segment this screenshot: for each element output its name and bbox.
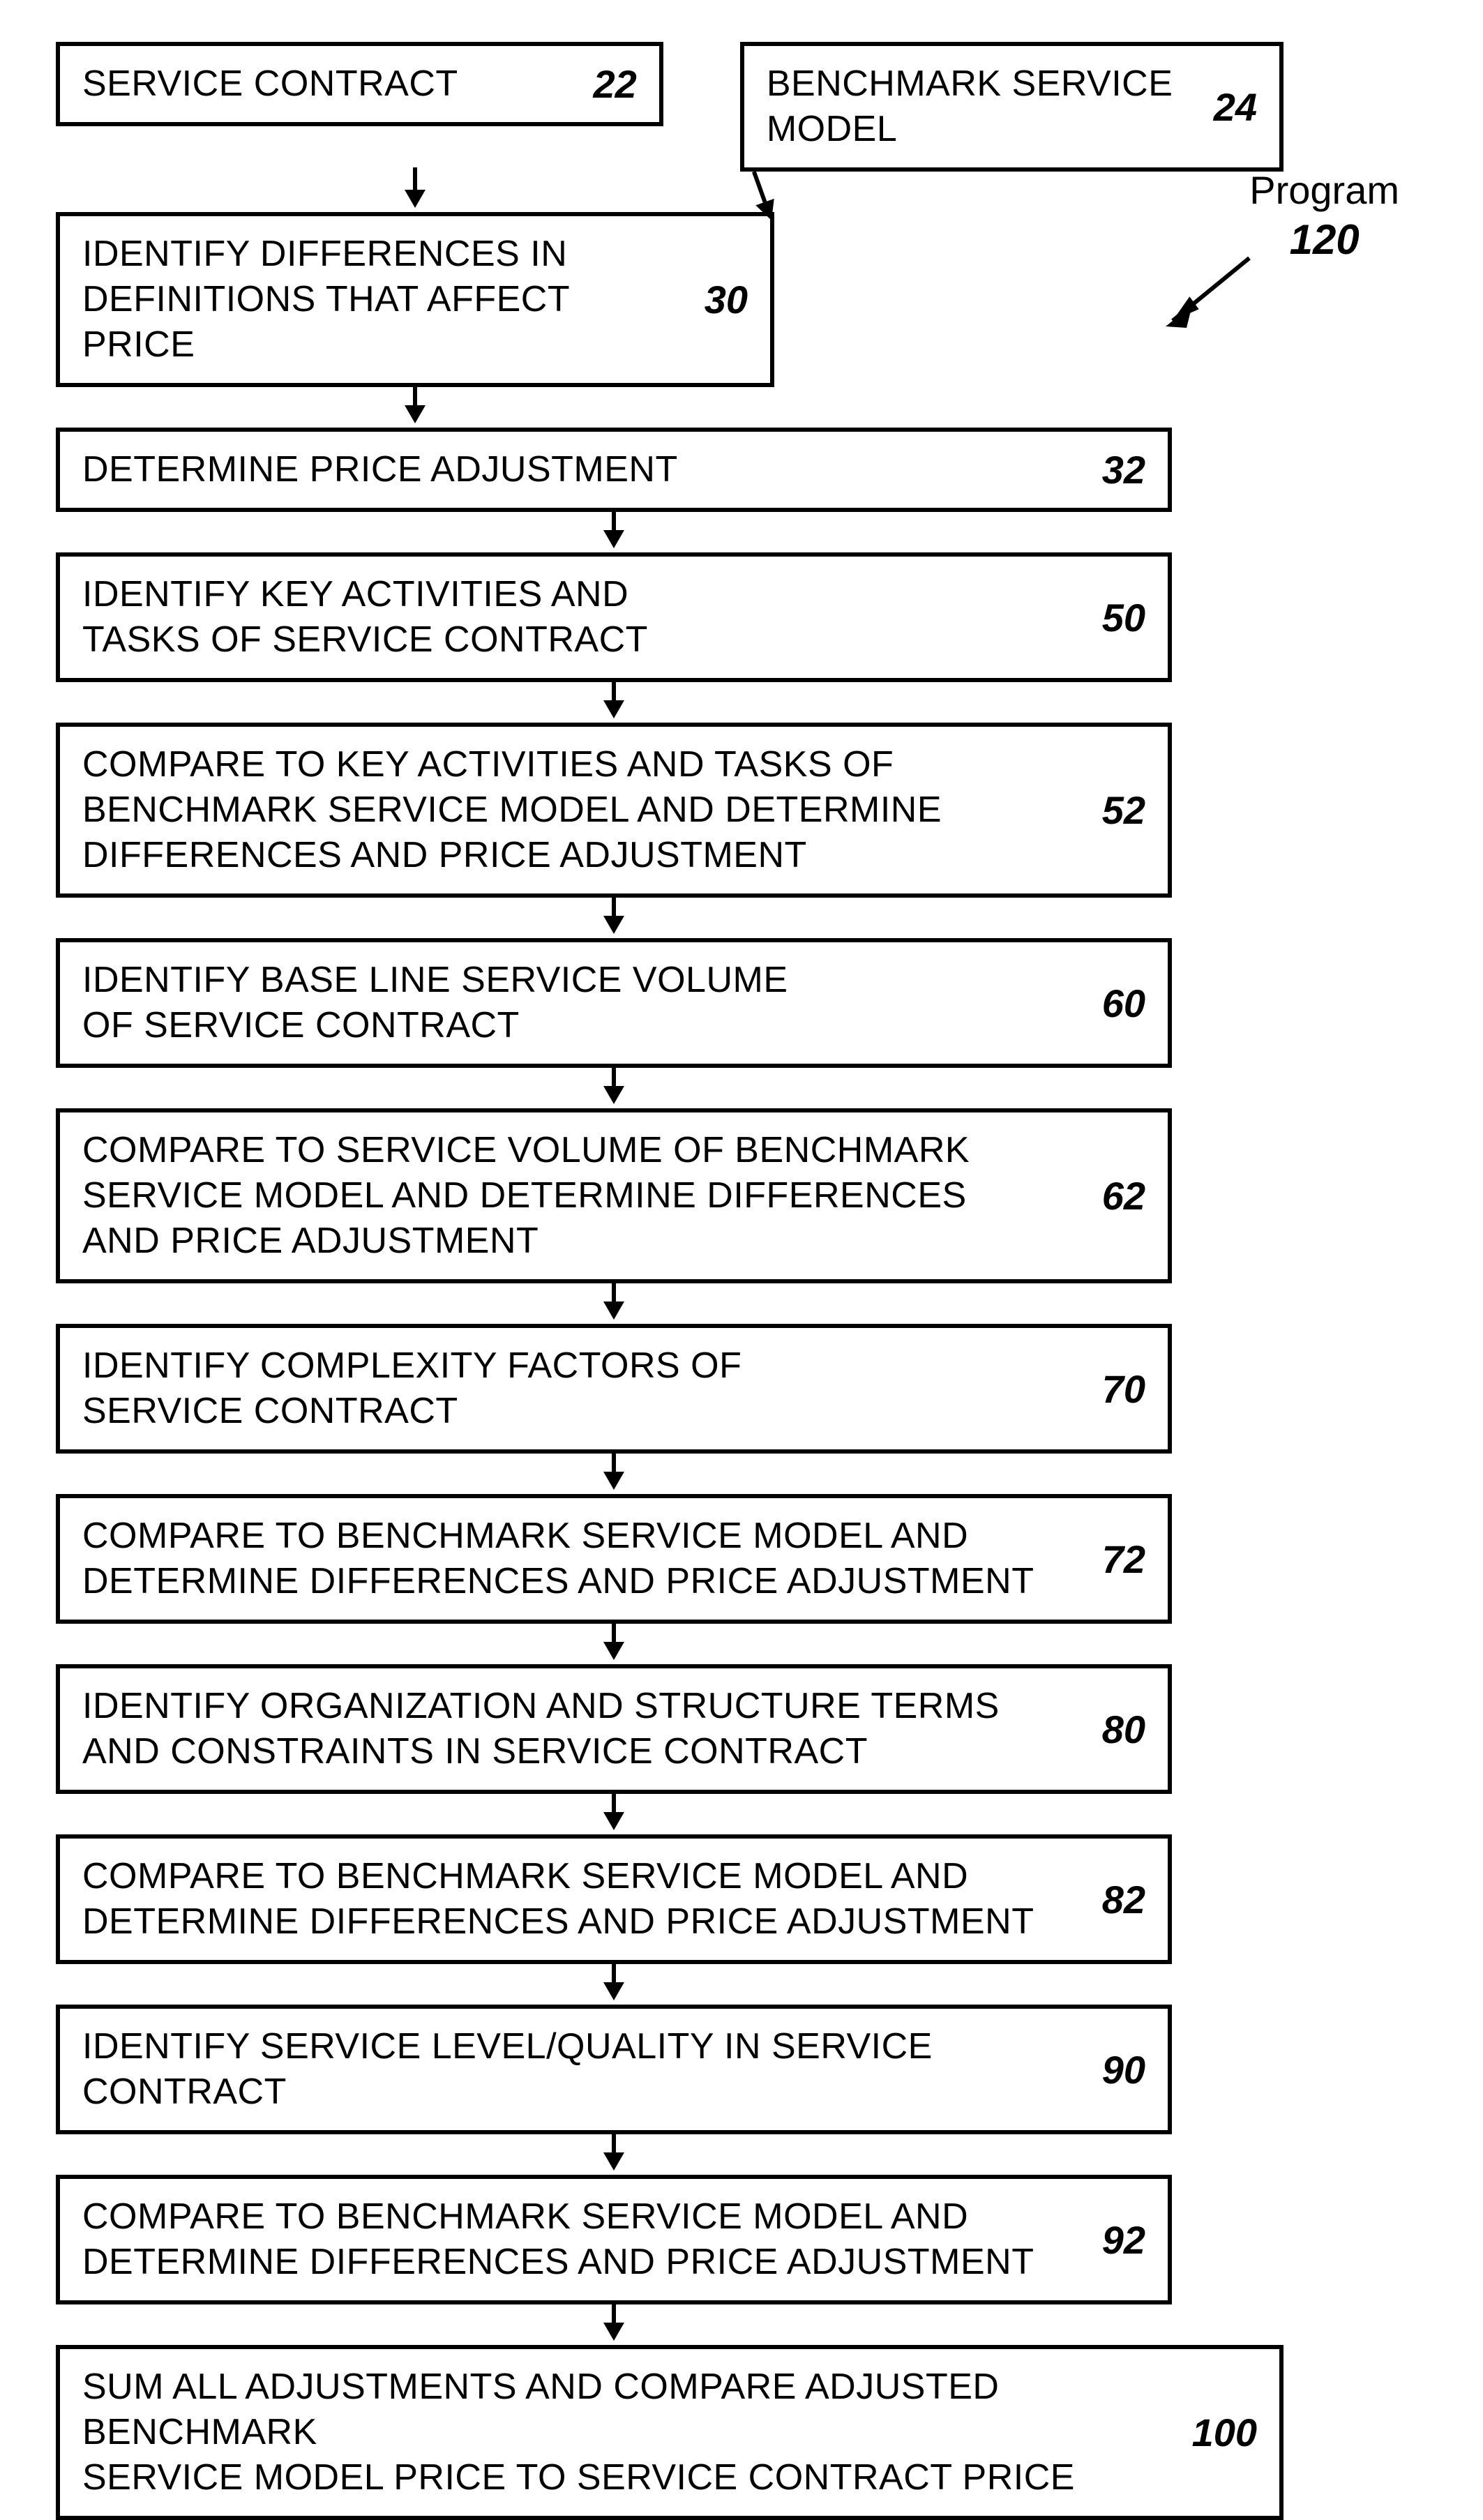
node-number: 80 — [1102, 1707, 1145, 1752]
node-step-92: COMPARE TO BENCHMARK SERVICE MODEL AND D… — [56, 2175, 1172, 2304]
steps-column: IDENTIFY DIFFERENCES IN DEFINITIONS THAT… — [56, 212, 1283, 2520]
node-step-30: IDENTIFY DIFFERENCES IN DEFINITIONS THAT… — [56, 212, 774, 387]
arrow — [56, 172, 774, 212]
node-number: 24 — [1214, 84, 1257, 130]
node-step-50: IDENTIFY KEY ACTIVITIES AND TASKS OF SER… — [56, 552, 1172, 682]
arrow-icon — [56, 1620, 1172, 1668]
node-step-82: COMPARE TO BENCHMARK SERVICE MODEL AND D… — [56, 1834, 1172, 1964]
arrow-icon — [56, 1960, 1172, 2009]
node-number: 32 — [1102, 447, 1145, 492]
node-step-72: COMPARE TO BENCHMARK SERVICE MODEL AND D… — [56, 1494, 1172, 1624]
node-label: IDENTIFY ORGANIZATION AND STRUCTURE TERM… — [82, 1684, 1000, 1774]
node-step-100: SUM ALL ADJUSTMENTS AND COMPARE ADJUSTED… — [56, 2345, 1283, 2520]
arrow — [56, 682, 1172, 723]
node-label: IDENTIFY KEY ACTIVITIES AND TASKS OF SER… — [82, 572, 648, 663]
node-label: DETERMINE PRICE ADJUSTMENT — [82, 447, 678, 492]
arrow — [56, 1794, 1172, 1834]
node-number: 60 — [1102, 981, 1145, 1026]
node-label: IDENTIFY BASE LINE SERVICE VOLUME OF SER… — [82, 958, 788, 1048]
node-label: SERVICE CONTRACT — [82, 61, 458, 107]
node-label: COMPARE TO KEY ACTIVITIES AND TASKS OF B… — [82, 742, 942, 878]
arrow — [56, 1283, 1172, 1324]
arrow — [56, 2304, 1172, 2345]
arrow-icon — [56, 167, 774, 216]
node-number: 72 — [1102, 1537, 1145, 1582]
node-number: 82 — [1102, 1877, 1145, 1922]
node-number: 62 — [1102, 1173, 1145, 1218]
top-row: SERVICE CONTRACT 22 BENCHMARK SERVICE MO… — [56, 42, 1283, 172]
flowchart: SERVICE CONTRACT 22 BENCHMARK SERVICE MO… — [56, 42, 1283, 2520]
arrow-icon — [56, 508, 1172, 557]
arrow-icon — [56, 2300, 1172, 2349]
node-number: 92 — [1102, 2217, 1145, 2263]
node-step-60: IDENTIFY BASE LINE SERVICE VOLUME OF SER… — [56, 938, 1172, 1068]
arrow — [56, 387, 774, 428]
arrow-icon — [56, 1279, 1172, 1328]
node-step-52: COMPARE TO KEY ACTIVITIES AND TASKS OF B… — [56, 723, 1172, 898]
arrow — [56, 512, 1172, 552]
node-step-70: IDENTIFY COMPLEXITY FACTORS OF SERVICE C… — [56, 1324, 1172, 1454]
node-step-80: IDENTIFY ORGANIZATION AND STRUCTURE TERM… — [56, 1664, 1172, 1794]
node-label: IDENTIFY DIFFERENCES IN DEFINITIONS THAT… — [82, 232, 685, 368]
node-step-62: COMPARE TO SERVICE VOLUME OF BENCHMARK S… — [56, 1108, 1172, 1283]
node-number: 50 — [1102, 595, 1145, 640]
node-label: BENCHMARK SERVICE MODEL — [767, 61, 1179, 152]
arrow-icon — [56, 2130, 1172, 2179]
node-service-contract: SERVICE CONTRACT 22 — [56, 42, 663, 126]
node-label: SUM ALL ADJUSTMENTS AND COMPARE ADJUSTED… — [82, 2364, 1173, 2500]
node-label: COMPARE TO SERVICE VOLUME OF BENCHMARK S… — [82, 1128, 970, 1264]
arrow — [56, 1454, 1172, 1494]
node-number: 52 — [1102, 787, 1145, 833]
node-label: COMPARE TO BENCHMARK SERVICE MODEL AND D… — [82, 1514, 1034, 1604]
node-number: 70 — [1102, 1366, 1145, 1412]
node-number: 22 — [594, 61, 637, 107]
arrow — [56, 1068, 1172, 1108]
node-number: 90 — [1102, 2047, 1145, 2092]
arrow-icon — [56, 1790, 1172, 1839]
node-label: COMPARE TO BENCHMARK SERVICE MODEL AND D… — [82, 1854, 1034, 1945]
page: Program 120 SERVICE CONTRACT 22 BENCHMAR… — [0, 0, 1483, 2207]
node-step-90: IDENTIFY SERVICE LEVEL/QUALITY IN SERVIC… — [56, 2005, 1172, 2134]
node-number: 30 — [705, 277, 748, 322]
node-number: 100 — [1192, 2410, 1257, 2455]
node-step-32: DETERMINE PRICE ADJUSTMENT 32 — [56, 428, 1172, 512]
node-label: IDENTIFY COMPLEXITY FACTORS OF SERVICE C… — [82, 1343, 742, 1434]
arrow-icon — [56, 678, 1172, 727]
arrow — [56, 1624, 1172, 1664]
arrow-icon — [56, 1064, 1172, 1112]
node-benchmark-model: BENCHMARK SERVICE MODEL 24 — [740, 42, 1283, 172]
arrow — [56, 2134, 1172, 2175]
arrow-icon — [56, 1449, 1172, 1498]
arrow — [56, 1964, 1172, 2005]
arrow-icon — [56, 893, 1172, 942]
node-label: IDENTIFY SERVICE LEVEL/QUALITY IN SERVIC… — [82, 2024, 1083, 2115]
arrow-icon — [56, 383, 774, 432]
node-label: COMPARE TO BENCHMARK SERVICE MODEL AND D… — [82, 2194, 1034, 2285]
arrow — [56, 898, 1172, 938]
